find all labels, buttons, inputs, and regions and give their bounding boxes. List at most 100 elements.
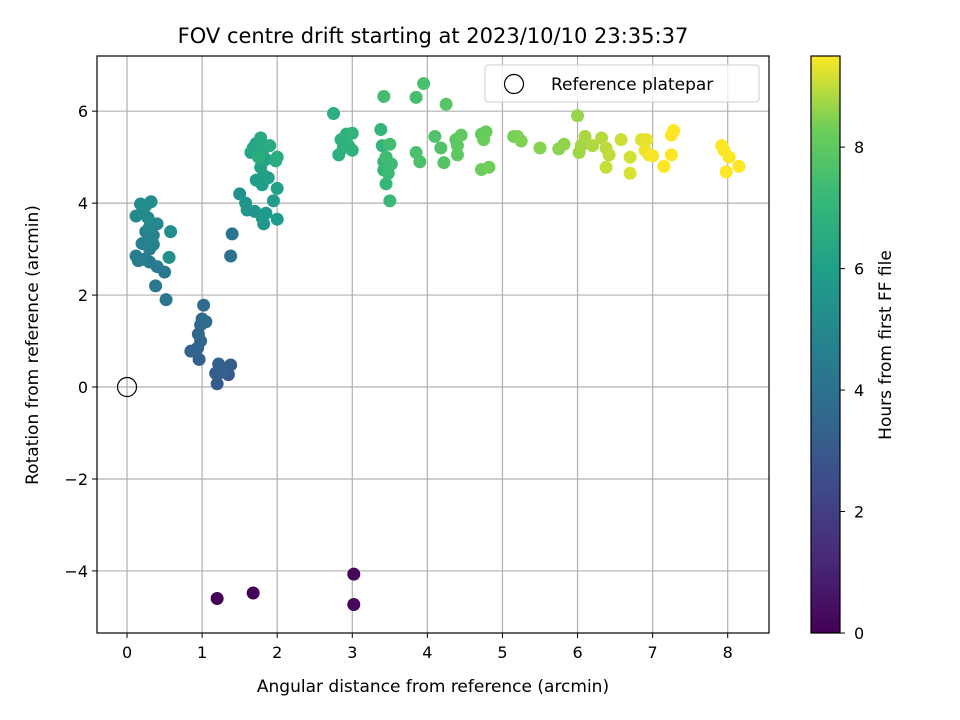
data-point: [270, 150, 284, 164]
data-point: [259, 206, 273, 220]
data-point: [266, 194, 280, 208]
data-point: [614, 133, 628, 147]
colorbar-label: Hours from first FF file: [876, 250, 896, 440]
data-point: [437, 156, 451, 170]
data-point: [657, 159, 671, 173]
data-point: [159, 293, 173, 307]
y-tick-label: −4: [64, 562, 88, 581]
chart-title: FOV centre drift starting at 2023/10/10 …: [178, 24, 689, 48]
data-point: [225, 227, 239, 241]
y-tick-label: −2: [64, 470, 88, 489]
data-point: [263, 139, 277, 153]
data-point: [514, 134, 528, 148]
data-point: [144, 195, 158, 209]
data-point: [141, 211, 155, 225]
x-tick-label: 3: [347, 643, 357, 662]
legend-marker-reference: [503, 73, 525, 95]
x-tick-label: 0: [122, 643, 132, 662]
data-point: [254, 131, 268, 145]
data-point: [192, 352, 206, 366]
y-axis-ticks: −4 −2 0 2 4 6: [64, 102, 97, 581]
data-point: [210, 592, 224, 606]
data-point: [383, 194, 397, 208]
data-point: [379, 177, 393, 191]
grid-lines: [97, 56, 769, 633]
reference-marker: [116, 376, 138, 398]
data-point: [347, 597, 361, 611]
reference-platepar-marker: [116, 376, 138, 398]
data-point: [586, 139, 600, 153]
data-point: [137, 252, 151, 266]
colorbar-tick-label: 0: [854, 624, 864, 643]
legend-label-reference: Reference platepar: [551, 75, 713, 95]
data-point: [261, 171, 275, 185]
data-point: [374, 123, 388, 137]
data-point: [646, 149, 660, 163]
x-tick-label: 4: [422, 643, 432, 662]
data-point: [246, 586, 260, 600]
colorbar-gradient: [810, 55, 841, 634]
data-point: [477, 133, 491, 147]
data-point: [417, 77, 431, 91]
data-point: [434, 141, 448, 155]
data-point: [327, 106, 341, 120]
legend: Reference platepar: [484, 64, 760, 103]
data-point: [197, 298, 211, 312]
colorbar-tick-label: 2: [854, 503, 864, 522]
y-axis-label: Rotation from reference (arcmin): [23, 205, 43, 485]
data-point: [571, 109, 585, 123]
data-point: [379, 150, 393, 164]
data-point: [413, 155, 427, 169]
data-point: [149, 279, 163, 293]
data-point: [215, 365, 229, 379]
data-point: [233, 187, 247, 201]
data-point: [383, 137, 397, 151]
data-point: [623, 166, 637, 180]
colorbar-tick-label: 8: [854, 138, 864, 157]
x-axis-ticks: 0 1 2 3 4 5 6 7 8: [122, 633, 733, 662]
data-points: [129, 77, 746, 611]
data-point: [595, 131, 609, 145]
data-point: [428, 129, 442, 143]
data-point: [578, 129, 592, 143]
plot-frame: [96, 55, 770, 634]
data-point: [239, 196, 253, 210]
colorbar: 0 2 4 6 8 Hours from first FF file: [810, 55, 896, 643]
data-point: [270, 181, 284, 195]
x-tick-label: 2: [272, 643, 282, 662]
data-point: [345, 126, 359, 140]
x-tick-label: 8: [723, 643, 733, 662]
colorbar-tick-label: 4: [854, 381, 864, 400]
y-tick-label: 2: [78, 286, 88, 305]
data-point: [164, 225, 178, 239]
legend-box: [484, 64, 760, 103]
data-point: [722, 150, 736, 164]
data-point: [450, 139, 464, 153]
data-point: [199, 315, 213, 329]
data-point: [623, 150, 637, 164]
x-tick-label: 6: [572, 643, 582, 662]
data-point: [533, 141, 547, 155]
data-point: [224, 358, 238, 372]
x-tick-label: 1: [197, 643, 207, 662]
data-point: [719, 165, 733, 179]
y-tick-label: 6: [78, 102, 88, 121]
colorbar-tick-label: 6: [854, 260, 864, 279]
data-point: [409, 90, 423, 104]
data-point: [224, 249, 238, 263]
data-point: [342, 139, 356, 153]
data-point: [251, 150, 265, 164]
data-point: [162, 250, 176, 264]
data-point: [732, 159, 746, 173]
x-axis-label: Angular distance from reference (arcmin): [257, 677, 609, 697]
data-point: [270, 212, 284, 226]
x-tick-label: 7: [648, 643, 658, 662]
data-point: [602, 148, 616, 162]
colorbar-ticks: 0 2 4 6 8: [840, 138, 864, 643]
data-point: [454, 128, 468, 142]
y-tick-label: 4: [78, 194, 88, 213]
y-tick-label: 0: [78, 378, 88, 397]
data-point: [482, 160, 496, 174]
x-tick-label: 5: [497, 643, 507, 662]
